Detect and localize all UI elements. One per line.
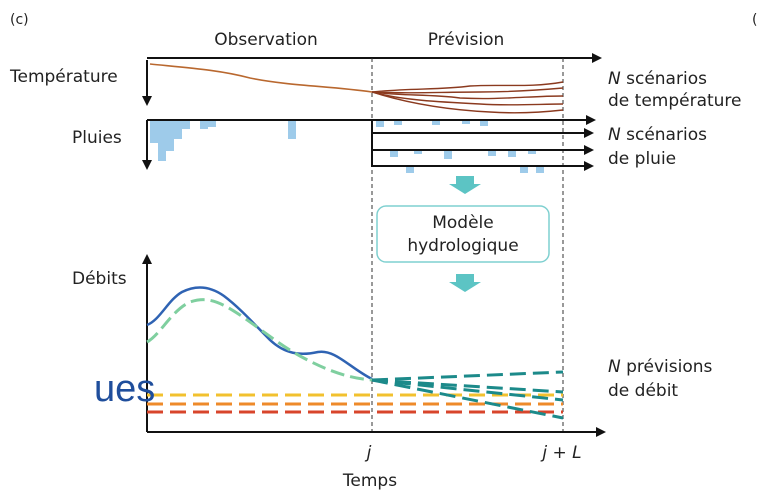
flow-simulated-line	[146, 298, 373, 382]
label-rain-scenarios-line1: N scénarios	[608, 125, 707, 145]
model-output-arrow	[449, 274, 481, 292]
edge-letter: (	[752, 12, 757, 28]
x-axis-label: Temps	[342, 471, 397, 491]
label-temperature: Température	[9, 67, 118, 87]
tick-jL: j + L	[540, 443, 581, 463]
label-rain: Pluies	[72, 128, 122, 148]
model-box-line1: Modèle	[432, 213, 494, 233]
flow-thresholds	[147, 393, 563, 414]
overlay-text-fragment: ues	[94, 368, 156, 410]
flow-forecast-lines	[371, 370, 564, 420]
header-prevision: Prévision	[428, 30, 505, 50]
model-input-arrow	[449, 176, 481, 194]
rain-scenario-bars	[376, 121, 544, 173]
temperature-observed-line	[149, 63, 373, 93]
label-temp-scenarios-line1: N scénarios	[608, 69, 707, 89]
label-flow-forecasts-line2: de débit	[608, 381, 678, 401]
tick-j: j	[365, 443, 372, 463]
label-temp-scenarios-line2: de température	[608, 91, 742, 111]
rain-observed-bars	[150, 121, 296, 161]
model-box-line2: hydrologique	[407, 236, 518, 256]
label-flow: Débits	[72, 269, 127, 289]
label-rain-scenarios-line2: de pluie	[608, 149, 676, 169]
model-box: Modèle hydrologique	[376, 205, 550, 263]
header-observation: Observation	[214, 30, 318, 50]
temperature-scenarios	[371, 81, 564, 114]
panel-letter: (c)	[10, 12, 29, 28]
label-flow-forecasts-line1: N prévisions	[608, 357, 713, 377]
rain-scenario-lines	[371, 120, 594, 171]
flow-observed-line	[146, 286, 373, 381]
